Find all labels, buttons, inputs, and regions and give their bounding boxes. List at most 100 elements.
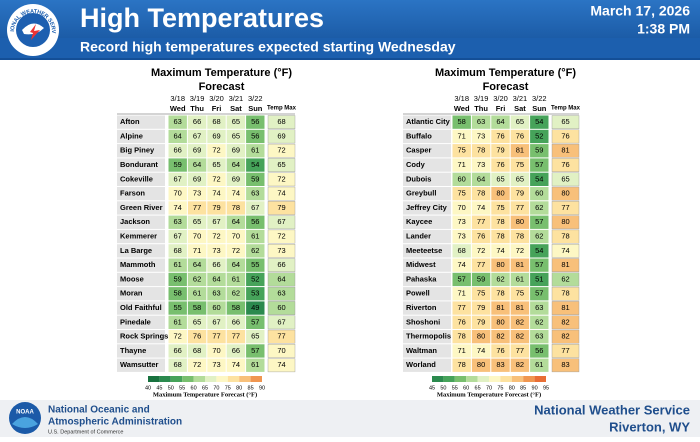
location-name: Atlantic City: [406, 117, 451, 126]
max-value: 66: [277, 260, 285, 269]
temp-value: 73: [477, 160, 485, 169]
temp-value: 62: [535, 317, 543, 326]
temp-value: 64: [193, 160, 201, 169]
name-cell: [403, 158, 451, 172]
temp-value: 65: [193, 217, 201, 226]
name-cell: [403, 258, 451, 272]
temp-cell: [452, 215, 471, 229]
temp-value: 66: [232, 346, 240, 355]
temp-value: 71: [458, 289, 466, 298]
day-header: Sun: [248, 104, 263, 113]
temp-cell: [168, 158, 187, 172]
temp-cell: [168, 215, 187, 229]
legend-swatch: [454, 376, 467, 382]
temp-value: 80: [516, 217, 524, 226]
temp-value: 61: [251, 360, 259, 369]
temp-cell: [168, 315, 187, 329]
date-header: 3/19: [474, 94, 489, 103]
date-header: 3/21: [513, 94, 528, 103]
temp-value: 71: [458, 160, 466, 169]
name-cell: [117, 172, 165, 186]
max-cell: [551, 243, 580, 258]
temp-value: 71: [458, 131, 466, 140]
temp-cell: [168, 144, 187, 158]
temp-cell: [168, 244, 187, 258]
temp-cell: [530, 258, 549, 272]
temp-cell: [246, 201, 265, 215]
max-cell: [551, 186, 580, 201]
max-value: 77: [561, 203, 569, 212]
max-cell: [267, 201, 296, 215]
temp-cell: [187, 287, 207, 301]
location-name: Midwest: [406, 260, 436, 269]
legend-swatch: [239, 376, 251, 382]
location-name: Mammoth: [120, 260, 156, 269]
temp-cell: [491, 315, 510, 329]
temp-cell: [207, 330, 226, 344]
temp-cell: [510, 330, 530, 344]
temp-value: 70: [193, 232, 201, 241]
max-cell: [551, 272, 580, 287]
temp-value: 66: [174, 146, 182, 155]
temp-value: 57: [535, 260, 543, 269]
temp-cell: [187, 229, 207, 244]
temp-value: 76: [496, 346, 504, 355]
temp-cell: [246, 258, 265, 272]
location-name: La Barge: [120, 246, 152, 255]
location-name: Lander: [406, 232, 431, 241]
temp-cell: [510, 287, 530, 301]
temp-value: 73: [212, 360, 220, 369]
temp-value: 83: [496, 360, 504, 369]
max-cell: [551, 301, 580, 315]
temp-value: 76: [496, 131, 504, 140]
legend-swatch: [170, 376, 183, 382]
temp-value: 64: [212, 274, 220, 283]
temp-cell: [187, 344, 207, 358]
temp-cell: [207, 344, 226, 358]
temp-cell: [530, 344, 549, 358]
temp-cell: [471, 287, 491, 301]
date-header: 3/22: [532, 94, 547, 103]
max-value: 65: [561, 117, 569, 126]
location-name: Waltman: [406, 346, 437, 355]
temp-cell: [246, 115, 265, 129]
temp-value: 74: [458, 260, 466, 269]
temp-value: 51: [535, 274, 543, 283]
temp-value: 52: [251, 274, 259, 283]
name-cell: [403, 301, 451, 315]
day-header: Fri: [496, 104, 506, 113]
temp-value: 67: [174, 232, 182, 241]
temp-cell: [187, 129, 207, 144]
temp-cell: [510, 301, 530, 315]
temp-cell: [491, 229, 510, 244]
temp-value: 66: [193, 117, 201, 126]
temp-value: 67: [174, 174, 182, 183]
temp-value: 82: [516, 332, 524, 341]
temp-value: 61: [251, 232, 259, 241]
legend-tick-label: 70: [486, 385, 492, 391]
temp-value: 78: [458, 360, 466, 369]
temp-cell: [471, 201, 491, 215]
temp-cell: [207, 201, 226, 215]
temp-value: 63: [535, 332, 543, 341]
temp-value: 68: [174, 360, 182, 369]
temp-value: 73: [458, 232, 466, 241]
temp-value: 55: [251, 260, 259, 269]
max-value: 65: [277, 160, 285, 169]
temp-value: 57: [251, 317, 259, 326]
temp-cell: [246, 129, 265, 144]
temp-value: 65: [496, 174, 504, 183]
name-cell: [403, 129, 451, 144]
max-cell: [551, 215, 580, 230]
temp-cell: [491, 330, 510, 344]
location-name: Kemmerer: [120, 232, 157, 241]
max-value: 78: [561, 232, 569, 241]
temp-cell: [207, 272, 226, 287]
max-cell: [551, 143, 580, 158]
temp-cell: [187, 115, 207, 129]
temp-value: 66: [212, 260, 220, 269]
agency-line: Atmospheric Administration: [48, 417, 182, 428]
date-header: 3/19: [190, 94, 205, 103]
temp-cell: [471, 358, 491, 372]
temp-value: 57: [458, 274, 466, 283]
